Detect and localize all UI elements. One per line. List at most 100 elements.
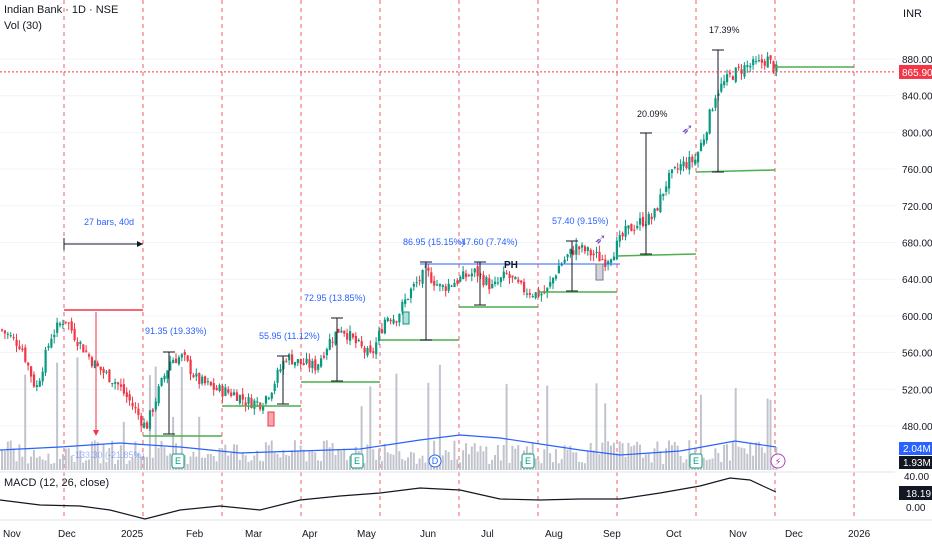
candle-body (160, 377, 163, 386)
candle-body (691, 156, 694, 163)
move-label-1: 91.35 (19.33%) (145, 326, 207, 336)
candle-body (647, 214, 650, 225)
dividend-badge[interactable]: D (428, 454, 442, 468)
candle-body (665, 186, 668, 192)
candle-body (247, 397, 250, 404)
volume-sma-line (0, 434, 777, 456)
macd-indicator-label[interactable]: MACD (12, 26, close) (4, 477, 110, 489)
volume-bar (563, 445, 566, 470)
candle-body (662, 193, 665, 197)
candle-body (322, 355, 326, 358)
candle-body (35, 385, 38, 388)
volume-bar (459, 462, 462, 470)
volume-bar (32, 449, 35, 470)
candle-body (221, 385, 224, 397)
candle-body (537, 289, 540, 297)
candle-body (198, 373, 201, 385)
candle-body (766, 56, 769, 68)
earnings-badge[interactable]: E (171, 453, 185, 469)
candle-body (88, 354, 91, 357)
volume-bar (566, 449, 569, 470)
volume-bar (143, 456, 146, 470)
candle-body (157, 386, 160, 404)
candle-body (363, 347, 366, 353)
candle-body (581, 244, 584, 248)
candle-body (340, 330, 343, 333)
volume-bar (328, 447, 331, 470)
volume-bar (157, 447, 160, 470)
time-tick-label: Nov (729, 529, 747, 540)
candle-body (227, 389, 230, 393)
volume-bar (650, 462, 653, 470)
candle-body (180, 354, 183, 358)
candle-body (99, 366, 102, 371)
candle-body (195, 373, 198, 377)
candle-body (549, 281, 552, 287)
candle-body (125, 392, 128, 398)
candle-body (586, 247, 589, 251)
candle-body (67, 322, 70, 324)
volume-bar (253, 455, 256, 470)
candle-body (557, 265, 560, 274)
volume-bar (575, 452, 578, 470)
candle-body (354, 335, 357, 344)
candle-body (459, 276, 462, 282)
drawings[interactable]: 27 bars, 40d 91.35 (19.33%) 55.95 (11.12%)… (0, 25, 895, 469)
candle-body (47, 346, 50, 348)
candle-body (505, 272, 508, 274)
volume-bar (647, 453, 650, 470)
volume-tag (899, 456, 932, 469)
time-axis[interactable]: Nov Dec 2025 Feb Mar Apr May Jun Jul Aug Sep Oct Nov… (0, 519, 932, 540)
volume-bar (67, 448, 70, 470)
volume-bar (195, 456, 198, 470)
earnings-badge[interactable]: E (689, 453, 703, 469)
candle-body (163, 375, 166, 380)
drawdown-arrowhead (93, 430, 99, 436)
candle-body (311, 360, 314, 369)
candle-body (563, 259, 566, 263)
candle-body (209, 381, 212, 386)
candle-body (610, 259, 613, 263)
candle-body (589, 249, 592, 256)
volume-bar (21, 456, 24, 470)
volume-bar (3, 450, 6, 470)
volume-indicator-label[interactable]: Vol (30) (4, 20, 42, 32)
candle-body (386, 318, 389, 321)
candle-body (438, 284, 442, 287)
earnings-badge[interactable]: E (521, 453, 535, 469)
volume-bar (720, 462, 723, 470)
volume-bar (256, 450, 259, 470)
volume-bar (766, 398, 769, 470)
candle-body (262, 406, 265, 411)
candle-body (244, 402, 247, 406)
volume-bar (302, 449, 305, 470)
volume-bar (743, 448, 746, 470)
candle-body (673, 167, 676, 169)
volume-bar (259, 460, 262, 470)
candle-body (122, 384, 125, 394)
candle-body (743, 65, 746, 77)
volume-bar (47, 453, 50, 470)
candle-body (302, 363, 305, 366)
candle-body (723, 81, 726, 86)
price-axis[interactable]: 880.00 840.00 800.00 760.00 720.00 680.00 640.… (899, 55, 932, 514)
volume-bar (554, 449, 557, 470)
earnings-badge[interactable]: E (350, 453, 364, 469)
candle-body (276, 369, 279, 383)
symbol-title[interactable]: Indian Bank · 1D · NSE (4, 4, 119, 16)
price-tick-label: 880.00 (902, 55, 932, 66)
volume-bar (502, 445, 505, 470)
volume-bar (682, 462, 685, 470)
volume-bar (470, 446, 473, 470)
volume-bar (685, 459, 688, 470)
candle-body (18, 346, 21, 349)
candle-body (82, 344, 85, 353)
candle-body (755, 61, 758, 63)
candle-body (607, 261, 610, 265)
candle-body (467, 274, 471, 276)
volume-bar (233, 444, 235, 470)
range-arrow-head (137, 241, 143, 247)
candle-body (763, 61, 766, 66)
time-tick-label: Mar (245, 529, 263, 540)
